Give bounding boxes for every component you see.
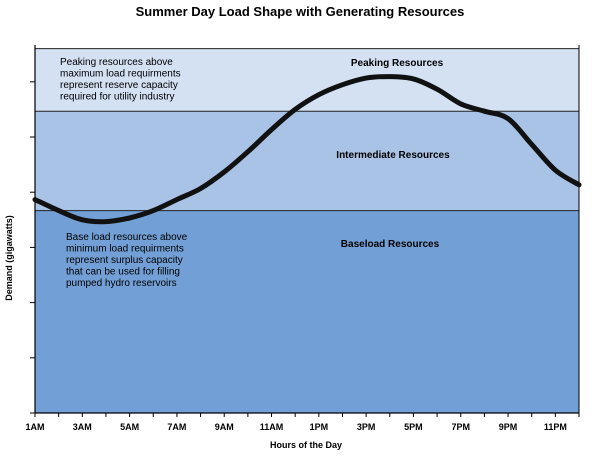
x-tick-label: 9PM bbox=[499, 422, 518, 432]
chart-annotations: Peaking resources above maximum load requ… bbox=[60, 57, 188, 289]
x-tick-label: 7PM bbox=[451, 422, 470, 432]
resource-bands bbox=[35, 48, 579, 413]
band-label: Baseload Resources bbox=[341, 239, 440, 250]
peaking-note-line: required for utility industry bbox=[60, 92, 175, 103]
base-note-line: Base load resources above bbox=[66, 232, 188, 243]
x-tick-label: 1AM bbox=[25, 422, 44, 432]
load-curve-line bbox=[32, 74, 582, 225]
chart-labels: Summer Day Load Shape with Generating Re… bbox=[4, 4, 464, 450]
base-note-line: that can be used for filling bbox=[66, 267, 180, 278]
x-tick-label: 5PM bbox=[404, 422, 423, 432]
band-label: Peaking Resources bbox=[351, 58, 444, 69]
base-note: Base load resources above minimum load re… bbox=[66, 232, 188, 289]
peaking-note-line: Peaking resources above bbox=[60, 57, 173, 68]
x-tick-label: 5AM bbox=[120, 422, 139, 432]
band-intermediate-resources bbox=[35, 111, 579, 211]
x-tick-label: 11AM bbox=[260, 422, 284, 432]
peaking-note-line: maximum load requirments bbox=[60, 69, 181, 80]
x-tick-label: 3PM bbox=[357, 422, 376, 432]
peaking-note: Peaking resources above maximum load requ… bbox=[60, 57, 181, 103]
x-tick-label: 11PM bbox=[544, 422, 567, 432]
band-label: Intermediate Resources bbox=[336, 150, 450, 161]
x-tick-label: 1PM bbox=[310, 422, 329, 432]
peaking-note-line: represent reserve capacity bbox=[60, 80, 178, 91]
x-tick-label: 7AM bbox=[167, 422, 186, 432]
base-note-line: pumped hydro reservoirs bbox=[66, 278, 177, 289]
x-axis-label: Hours of the Day bbox=[270, 440, 342, 450]
band-baseload-resources bbox=[35, 210, 579, 413]
load-series bbox=[32, 74, 582, 225]
chart-axes: 1AM 3AM 5AM 7AM 9AM 11AM 1PM 3PM 5PM 7PM 9PM 11PM bbox=[25, 45, 580, 432]
x-tick-label: 9AM bbox=[215, 422, 234, 432]
y-axis-label: Demand (gigawatts) bbox=[4, 215, 14, 301]
base-note-line: represent surplus capacity bbox=[66, 255, 183, 266]
x-tick-label: 3AM bbox=[73, 422, 92, 432]
base-note-line: minimum load requirments bbox=[66, 244, 184, 255]
chart-title: Summer Day Load Shape with Generating Re… bbox=[136, 4, 465, 19]
